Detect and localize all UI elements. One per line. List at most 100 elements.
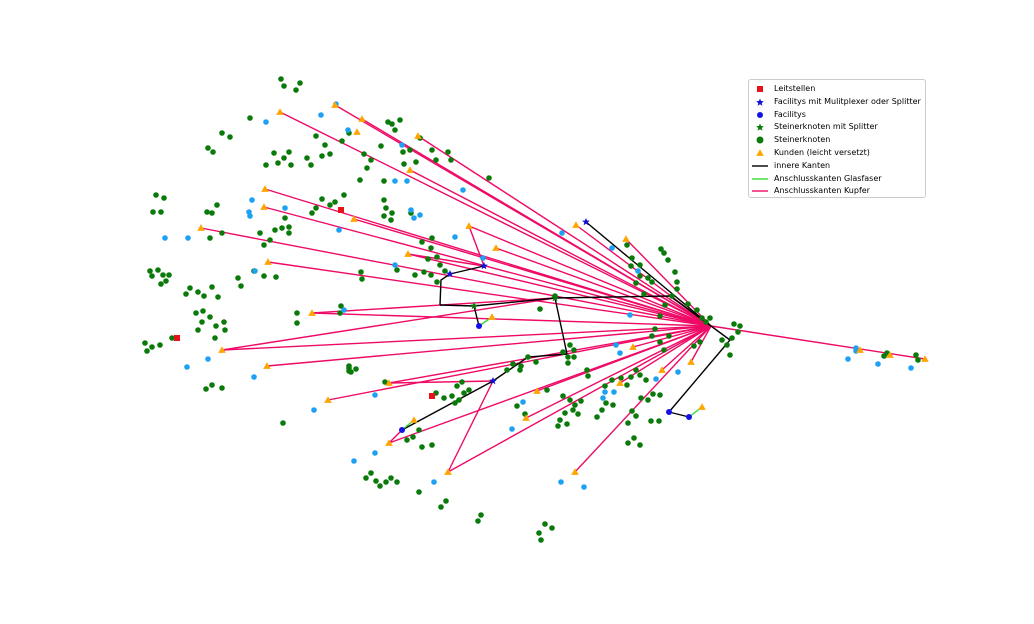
- candidate-point: [252, 268, 258, 274]
- steiner-node: [368, 157, 374, 163]
- steiner-node: [213, 323, 219, 329]
- steiner-node: [674, 286, 680, 292]
- inner-edge: [668, 411, 690, 418]
- steiner-node: [533, 359, 539, 365]
- kunde-node: [658, 366, 666, 373]
- candidate-point: [336, 227, 342, 233]
- steiner-node: [313, 133, 319, 139]
- steiner-node: [381, 197, 387, 203]
- steiner-node: [337, 310, 343, 316]
- facility-mux-node: [582, 218, 590, 226]
- legend-swatch-leitstellen: [757, 86, 763, 92]
- candidate-point: [559, 230, 565, 236]
- steiner-node: [278, 76, 284, 82]
- kunde-node: [331, 101, 339, 108]
- facility-node: [666, 409, 672, 415]
- steiner-node: [478, 512, 484, 518]
- steiner-node: [209, 210, 215, 216]
- steiner-node: [697, 339, 703, 345]
- legend-item-facilitys_mux: Facilitys mit Mulitplexer oder Splitter: [749, 96, 925, 108]
- candidate-point: [185, 235, 191, 241]
- steiner-node: [657, 392, 663, 398]
- steiner-node: [538, 537, 544, 543]
- steiner-node: [624, 382, 630, 388]
- legend-swatch-facilitys: [757, 111, 763, 118]
- legend-label: innere Kanten: [774, 160, 831, 170]
- candidate-point: [480, 255, 486, 261]
- candidate-point: [853, 345, 859, 351]
- steiner-node: [437, 262, 443, 268]
- steiner-node: [669, 293, 675, 299]
- steiner-node: [383, 205, 389, 211]
- steiner-node: [571, 347, 577, 353]
- inner-edge: [585, 221, 712, 327]
- steiner-node: [288, 162, 294, 168]
- copper-edge: [221, 297, 556, 351]
- steiner-node: [294, 310, 300, 316]
- kunde-node: [218, 346, 226, 353]
- steiner-node: [629, 255, 635, 261]
- steiner-node: [913, 352, 919, 358]
- candidate-point: [675, 369, 681, 375]
- legend-marker: [756, 98, 764, 106]
- steiner-node: [729, 335, 735, 341]
- legend-marker: [756, 136, 764, 144]
- steiner-node: [382, 379, 388, 385]
- candidate-point: [263, 119, 269, 125]
- legend-swatch-innere_kanten: [752, 165, 768, 167]
- steiner-node: [428, 245, 434, 251]
- steiner-node: [281, 155, 287, 161]
- steiner-node: [665, 257, 671, 263]
- steiner-node: [209, 284, 215, 290]
- steiner-node: [645, 397, 651, 403]
- steiner-node: [280, 420, 286, 426]
- candidate-point: [318, 112, 324, 118]
- candidate-point: [558, 479, 564, 485]
- copper-edge: [311, 297, 556, 314]
- legend-label: Kunden (leicht versetzt): [774, 148, 870, 157]
- copper-edge: [361, 118, 712, 327]
- steiner-node: [441, 395, 447, 401]
- kunde-node: [533, 387, 541, 394]
- steiner-splitter-node: [470, 302, 478, 310]
- legend-swatch-steiner: [756, 136, 764, 144]
- candidate-point: [162, 235, 168, 241]
- steiner-node: [419, 444, 425, 450]
- steiner-node: [429, 235, 435, 241]
- steiner-node: [158, 281, 164, 287]
- steiner-node: [456, 397, 462, 403]
- candidate-point: [372, 450, 378, 456]
- steiner-node: [514, 403, 520, 409]
- steiner-node: [377, 483, 383, 489]
- copper-edge: [353, 218, 712, 327]
- steiner-node: [428, 272, 434, 278]
- legend-label: Leitstellen: [774, 84, 816, 93]
- steiner-node: [207, 314, 213, 320]
- steiner-node: [504, 367, 510, 373]
- steiner-node: [267, 237, 273, 243]
- steiner-node: [210, 149, 216, 155]
- steiner-node: [200, 308, 206, 314]
- candidate-point: [399, 142, 405, 148]
- steiner-node: [557, 417, 563, 423]
- steiner-node: [544, 387, 550, 393]
- steiner-node: [401, 161, 407, 167]
- candidate-point: [613, 342, 619, 348]
- steiner-node: [625, 440, 631, 446]
- candidate-point: [311, 407, 317, 413]
- steiner-node: [633, 367, 639, 373]
- kunde-node: [410, 416, 418, 423]
- steiner-node: [275, 160, 281, 166]
- steiner-node: [166, 272, 172, 278]
- steiner-node: [649, 333, 655, 339]
- legend-swatch-glasfaser: [752, 177, 768, 180]
- steiner-node: [628, 374, 634, 380]
- steiner-node: [643, 377, 649, 383]
- legend-label: Steinerknoten: [774, 135, 831, 145]
- steiner-node: [707, 315, 713, 321]
- steiner-node: [144, 348, 150, 354]
- facilitys-layer: [399, 218, 692, 433]
- steiner-node: [209, 382, 215, 388]
- steiner-node: [364, 165, 370, 171]
